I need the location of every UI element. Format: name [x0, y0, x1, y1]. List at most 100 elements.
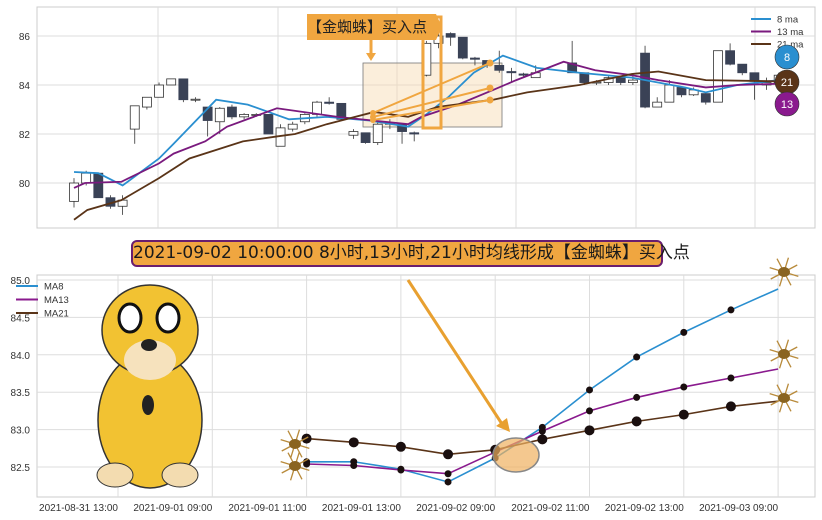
data-point: [395, 441, 406, 452]
spider-icon: [769, 339, 799, 369]
candle: [518, 73, 529, 76]
ma-line: [73, 54, 779, 187]
dog-nose: [141, 339, 157, 351]
legend-label: 21 ma: [777, 40, 804, 51]
data-point: [727, 306, 735, 314]
dog-eye: [155, 302, 181, 334]
candle: [700, 93, 711, 103]
data-point: [537, 434, 548, 445]
data-point: [303, 460, 311, 468]
x-tick-label: 2021-08-31 13:00: [39, 503, 118, 514]
ma-badge-label: 21: [781, 77, 793, 89]
ma-line-chart: 2021-08-31 13:00 2021-09-01 09:00 2021-09-…: [11, 257, 816, 514]
y-tick-label: 85.0: [11, 276, 31, 287]
y-tick-label: 82.5: [11, 463, 31, 474]
candle: [178, 78, 189, 101]
x-tick-label: 2021-09-03 09:00: [699, 503, 778, 514]
candle: [287, 123, 298, 130]
data-point: [680, 328, 688, 336]
ma-badge: [774, 44, 800, 70]
candle: [457, 36, 468, 59]
spider-emblem: [142, 395, 154, 415]
candle: [615, 77, 626, 83]
chart-title-banner: 2021-09-02 10:00:00 8小时,13小时,21小时均线形成【金蜘…: [131, 240, 690, 267]
candle: [93, 172, 104, 199]
candle: [372, 123, 383, 143]
candle: [664, 84, 675, 103]
annotation-arrow-tip: [427, 14, 442, 40]
data-point: [443, 449, 454, 460]
data-point: [586, 386, 593, 394]
candle: [324, 101, 335, 104]
candle: [628, 79, 638, 83]
spider-dog-illustration: [96, 284, 203, 489]
ma-badge: [774, 91, 800, 117]
candle: [154, 84, 164, 98]
legend-label: MA13: [44, 295, 69, 306]
data-point: [631, 416, 642, 427]
data-point: [680, 383, 688, 391]
spider-icon: [769, 383, 799, 413]
legend-label: 8 ma: [777, 15, 799, 26]
candle: [239, 114, 250, 118]
data-point: [633, 393, 641, 401]
signal-point: [486, 84, 494, 92]
signal-point: [486, 59, 494, 67]
candle: [336, 102, 347, 120]
legend-label: MA8: [44, 282, 64, 293]
candle: [312, 101, 322, 115]
candle: [69, 182, 79, 202]
x-tick-label: 2021-09-01 13:00: [322, 503, 401, 514]
signal-point: [370, 117, 376, 123]
candle: [81, 172, 92, 184]
ma-line: [73, 60, 779, 189]
pointer-arrow-icon: [496, 418, 510, 432]
data-point: [538, 427, 546, 435]
x-tick-label: 2021-09-02 13:00: [605, 503, 684, 514]
candle: [409, 132, 420, 135]
spider-body: [778, 393, 790, 403]
candle: [227, 106, 237, 118]
candle: [166, 78, 177, 86]
y-tick-label: 83.5: [11, 388, 31, 399]
spider-body: [289, 461, 301, 471]
candle: [190, 98, 201, 101]
spider-body: [778, 267, 790, 277]
data-point: [727, 374, 735, 382]
candle: [141, 96, 152, 108]
data-point: [350, 462, 358, 470]
dog-muzzle: [124, 340, 176, 380]
candle: [494, 65, 505, 71]
candle: [676, 87, 687, 96]
dog-paw: [96, 462, 134, 488]
y-tick-label: 84.0: [11, 351, 31, 362]
candle: [737, 63, 748, 74]
y-tick-label: 84.5: [11, 313, 31, 324]
signal-line: [372, 62, 491, 114]
candle: [470, 57, 480, 60]
candle: [263, 114, 274, 135]
x-tick-label: 2021-09-02 11:00: [511, 503, 590, 514]
legend-label: 13 ma: [777, 27, 804, 38]
data-point: [397, 466, 405, 474]
spider-icon: [280, 451, 310, 481]
buy-point-annotation: 【金蜘蛛】买入点: [307, 14, 427, 40]
candle: [445, 33, 456, 38]
ma-badge-label: 13: [781, 99, 793, 111]
signal-point: [486, 96, 494, 104]
y-tick-label: 84: [19, 81, 31, 92]
data-point: [633, 353, 641, 361]
data-point: [678, 409, 689, 420]
x-tick-label: 2021-09-02 09:00: [416, 503, 495, 514]
crossover-highlight: [492, 437, 540, 473]
candle: [506, 71, 517, 74]
spider-icon: [769, 257, 799, 287]
x-tick-label: 2021-09-01 09:00: [133, 503, 212, 514]
dog-paw: [161, 462, 199, 488]
candle: [713, 50, 723, 103]
candle: [360, 132, 371, 143]
legend-label: MA21: [44, 309, 69, 320]
data-point: [586, 407, 593, 415]
data-point: [348, 437, 359, 448]
